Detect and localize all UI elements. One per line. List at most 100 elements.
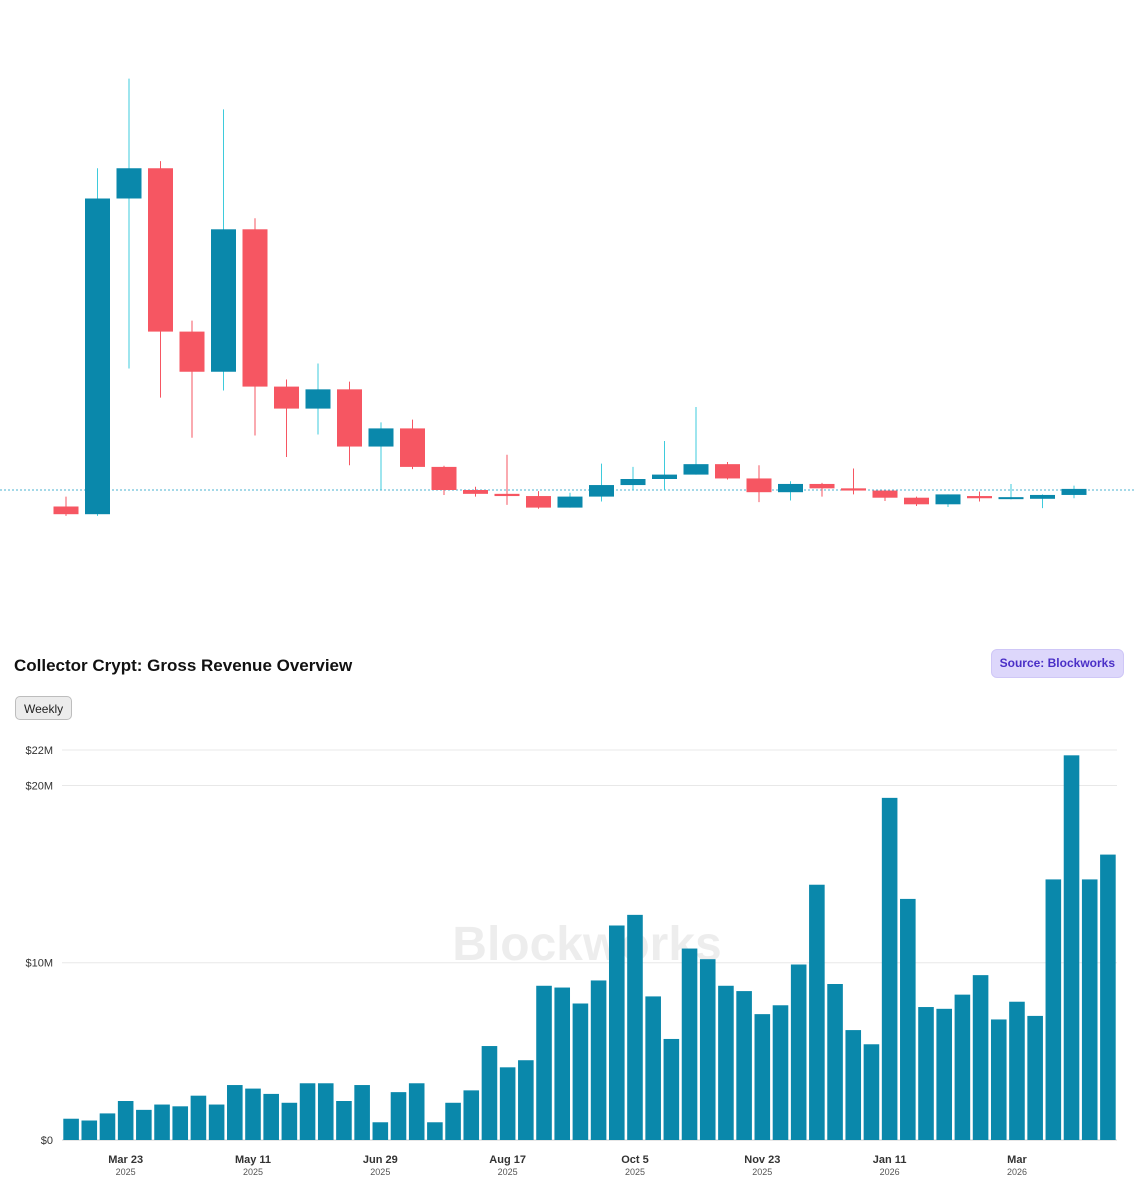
candle: [148, 161, 173, 398]
revenue-bar: [627, 914, 643, 1140]
revenue-bar: [154, 1104, 170, 1140]
revenue-bar: [63, 1118, 79, 1140]
revenue-bar: [427, 1122, 443, 1140]
candle: [85, 168, 110, 516]
x-tick-year-label: 2025: [370, 1167, 390, 1177]
revenue-bar: [190, 1095, 207, 1140]
candle: [431, 465, 457, 495]
revenue-bar: [499, 1067, 516, 1140]
revenue-bar: [936, 1008, 952, 1140]
candle-body: [116, 168, 142, 199]
y-tick-label: $20M: [25, 780, 53, 792]
candle: [368, 422, 394, 490]
candle-body: [557, 496, 583, 508]
revenue-bar: [790, 964, 807, 1140]
revenue-bar: [645, 996, 661, 1140]
revenue-bar: [372, 1122, 389, 1140]
revenue-bar: [972, 975, 989, 1140]
revenue-bar: [754, 1014, 771, 1140]
candle: [337, 381, 362, 466]
candle-body: [904, 497, 929, 505]
x-tick-year-label: 2025: [625, 1167, 645, 1177]
candle: [557, 492, 583, 508]
y-tick-label: $10M: [25, 958, 53, 970]
revenue-bar: [390, 1092, 407, 1140]
revenue-bar: [881, 797, 898, 1140]
candle: [400, 419, 425, 470]
revenue-bar: [863, 1044, 880, 1140]
x-tick-year-label: 2025: [243, 1167, 263, 1177]
revenue-bar: [954, 994, 971, 1140]
y-axis-labels: $0 $10M $20M $22M: [25, 745, 53, 1147]
revenue-bar: [1063, 755, 1080, 1140]
candle-body: [589, 485, 614, 497]
candle-body: [242, 229, 268, 387]
candle-body: [211, 229, 236, 372]
revenue-bar: [736, 991, 752, 1140]
revenue-bar: [99, 1113, 116, 1140]
source-badge[interactable]: Source: Blockworks: [990, 649, 1124, 678]
candle: [53, 496, 79, 516]
candle-body: [967, 496, 992, 499]
interval-weekly-button[interactable]: Weekly: [15, 696, 73, 720]
candle: [494, 454, 520, 505]
candlestick-chart: [0, 78, 1135, 516]
revenue-bar: [827, 984, 843, 1140]
candle: [778, 481, 803, 501]
revenue-bar: [81, 1120, 98, 1140]
revenue-bar: [227, 1085, 243, 1140]
candle: [211, 109, 236, 391]
candle: [305, 363, 331, 435]
candle-body: [778, 483, 803, 493]
revenue-bar: [336, 1101, 352, 1140]
revenue-bar: [481, 1046, 498, 1140]
candle-body: [274, 386, 299, 409]
y-tick-label: $22M: [25, 745, 53, 757]
revenue-bar-chart: Blockworks $0$10M$20M$22M Mar 232025May …: [25, 745, 1117, 1177]
x-tick-year-label: 2025: [498, 1167, 518, 1177]
candle-body: [998, 497, 1024, 500]
revenue-bar: [1081, 879, 1098, 1140]
revenue-bar: [408, 1083, 425, 1140]
revenue-bars: [63, 755, 1116, 1140]
revenue-bar: [772, 1005, 789, 1140]
candle-body: [652, 474, 677, 479]
chart-title: Collector Crypt: Gross Revenue Overview: [14, 656, 353, 675]
x-tick-year-label: 2025: [752, 1167, 772, 1177]
candle: [1061, 485, 1087, 499]
candle-body: [148, 168, 173, 332]
candle: [872, 490, 898, 501]
candle-body: [53, 506, 79, 515]
candle: [998, 483, 1024, 500]
candle: [652, 441, 677, 491]
revenue-bar: [463, 1090, 480, 1140]
revenue-bar: [681, 948, 698, 1140]
x-tick-label: Jun 29: [363, 1154, 398, 1166]
x-tick-label: Mar 23: [108, 1154, 143, 1166]
revenue-bar: [663, 1038, 680, 1140]
candle: [841, 468, 866, 495]
revenue-bar: [117, 1101, 134, 1140]
revenue-bar: [263, 1093, 279, 1140]
candle-body: [179, 331, 205, 372]
revenue-bar: [699, 959, 716, 1140]
candle-body: [1030, 494, 1055, 499]
candle: [463, 486, 488, 497]
candle-body: [809, 483, 835, 489]
candle: [746, 465, 772, 503]
revenue-bar: [136, 1109, 152, 1140]
candle-body: [746, 478, 772, 493]
revenue-bar: [718, 985, 734, 1140]
revenue-bar: [317, 1083, 334, 1140]
candle: [715, 461, 740, 480]
x-tick-label: Jan 11: [873, 1154, 907, 1166]
revenue-bar: [354, 1085, 370, 1140]
revenue-bar: [918, 1007, 934, 1140]
candle-body: [494, 493, 520, 497]
candle-body: [620, 479, 646, 486]
candle-body: [841, 488, 866, 491]
candle: [683, 406, 709, 475]
revenue-bar: [536, 985, 552, 1140]
x-tick-label: Aug 17: [489, 1154, 526, 1166]
